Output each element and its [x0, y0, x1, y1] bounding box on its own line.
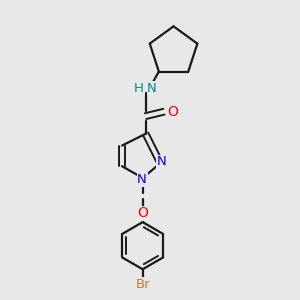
Text: N: N [157, 155, 167, 168]
Text: O: O [137, 206, 148, 220]
Text: H: H [134, 82, 144, 95]
Text: N: N [147, 82, 157, 95]
Text: O: O [167, 105, 178, 119]
Text: N: N [137, 173, 147, 186]
Text: Br: Br [135, 278, 150, 291]
